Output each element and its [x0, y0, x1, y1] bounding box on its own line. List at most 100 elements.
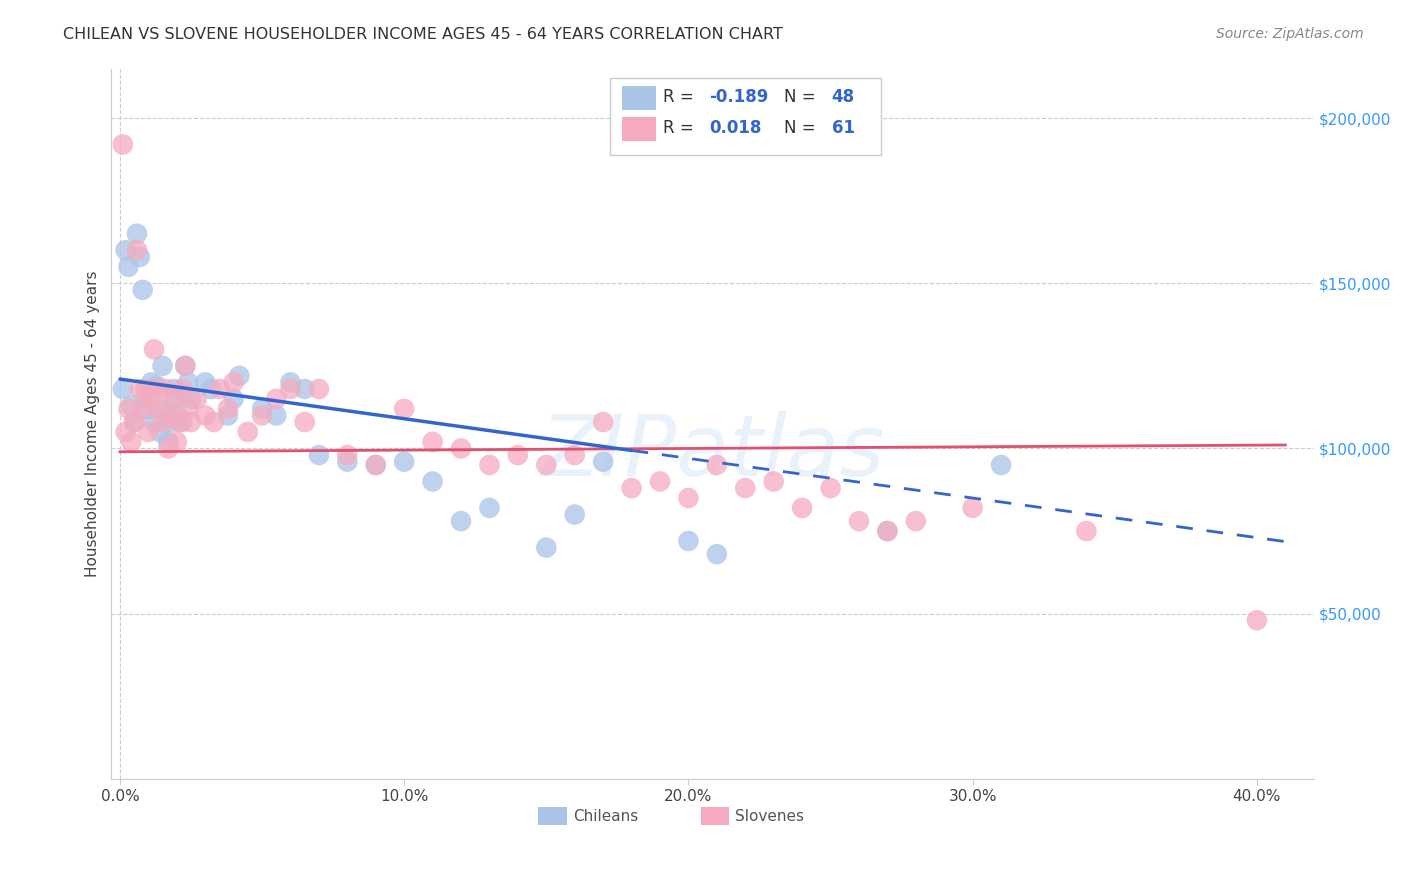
- Text: -0.189: -0.189: [709, 88, 768, 106]
- Text: Source: ZipAtlas.com: Source: ZipAtlas.com: [1216, 27, 1364, 41]
- Point: [122, 415, 145, 429]
- Point: [186, 392, 208, 406]
- Point: [117, 260, 139, 274]
- Point: [169, 415, 191, 429]
- Point: [157, 434, 180, 449]
- Bar: [623, 117, 657, 141]
- Point: [177, 401, 200, 416]
- Point: [172, 382, 194, 396]
- Point: [294, 415, 316, 429]
- Point: [962, 500, 984, 515]
- Point: [120, 399, 142, 413]
- Point: [149, 425, 172, 439]
- Text: 0.018: 0.018: [709, 120, 762, 137]
- Point: [143, 343, 166, 357]
- Point: [194, 376, 217, 390]
- Point: [820, 481, 842, 495]
- Text: Slovenes: Slovenes: [735, 809, 804, 824]
- Point: [141, 392, 163, 406]
- Text: R =: R =: [664, 120, 699, 137]
- Point: [222, 376, 245, 390]
- Point: [172, 415, 194, 429]
- Point: [149, 401, 172, 416]
- Point: [111, 137, 134, 152]
- Point: [217, 401, 239, 416]
- Point: [620, 481, 643, 495]
- Point: [678, 533, 700, 548]
- Text: R =: R =: [664, 88, 699, 106]
- Point: [450, 442, 472, 456]
- Point: [194, 409, 217, 423]
- Point: [152, 415, 174, 429]
- Point: [876, 524, 898, 538]
- Text: ZIPatlas: ZIPatlas: [540, 410, 884, 493]
- Text: N =: N =: [783, 88, 821, 106]
- Bar: [610, 78, 882, 155]
- Point: [478, 500, 501, 515]
- Point: [734, 481, 756, 495]
- Point: [155, 382, 177, 396]
- Point: [222, 392, 245, 406]
- Point: [392, 401, 415, 416]
- Point: [236, 425, 259, 439]
- Point: [706, 547, 728, 561]
- Point: [422, 475, 444, 489]
- Point: [294, 382, 316, 396]
- Point: [392, 455, 415, 469]
- Point: [134, 382, 156, 396]
- Point: [163, 382, 186, 396]
- Point: [125, 244, 148, 258]
- Point: [592, 415, 614, 429]
- Point: [177, 376, 200, 390]
- Point: [128, 382, 150, 396]
- Point: [364, 458, 387, 472]
- Point: [138, 401, 160, 416]
- Point: [174, 359, 197, 373]
- Bar: [623, 86, 657, 110]
- Point: [592, 455, 614, 469]
- Point: [180, 415, 202, 429]
- Point: [536, 458, 558, 472]
- Point: [180, 392, 202, 406]
- Point: [648, 475, 671, 489]
- Text: CHILEAN VS SLOVENE HOUSEHOLDER INCOME AGES 45 - 64 YEARS CORRELATION CHART: CHILEAN VS SLOVENE HOUSEHOLDER INCOME AG…: [63, 27, 783, 42]
- Point: [143, 415, 166, 429]
- Point: [1246, 613, 1268, 627]
- Point: [706, 458, 728, 472]
- Point: [336, 455, 359, 469]
- Point: [200, 382, 222, 396]
- Point: [114, 244, 136, 258]
- Point: [848, 514, 870, 528]
- Point: [117, 401, 139, 416]
- Point: [1076, 524, 1098, 538]
- Point: [250, 409, 273, 423]
- Text: 48: 48: [831, 88, 855, 106]
- Point: [904, 514, 927, 528]
- Point: [152, 359, 174, 373]
- Point: [762, 475, 785, 489]
- Text: Chileans: Chileans: [574, 809, 638, 824]
- Point: [131, 283, 153, 297]
- Point: [217, 409, 239, 423]
- Point: [146, 382, 169, 396]
- Point: [564, 508, 586, 522]
- Point: [155, 401, 177, 416]
- Point: [160, 415, 183, 429]
- Point: [792, 500, 814, 515]
- Bar: [700, 807, 730, 825]
- Point: [122, 415, 145, 429]
- Point: [138, 425, 160, 439]
- Point: [141, 376, 163, 390]
- Point: [202, 415, 225, 429]
- Point: [228, 368, 250, 383]
- Point: [506, 448, 529, 462]
- Point: [564, 448, 586, 462]
- Point: [264, 392, 287, 406]
- Point: [280, 382, 302, 396]
- Y-axis label: Householder Income Ages 45 - 64 years: Householder Income Ages 45 - 64 years: [86, 270, 100, 577]
- Point: [308, 448, 330, 462]
- Point: [134, 392, 156, 406]
- Point: [364, 458, 387, 472]
- Point: [120, 434, 142, 449]
- Point: [160, 409, 183, 423]
